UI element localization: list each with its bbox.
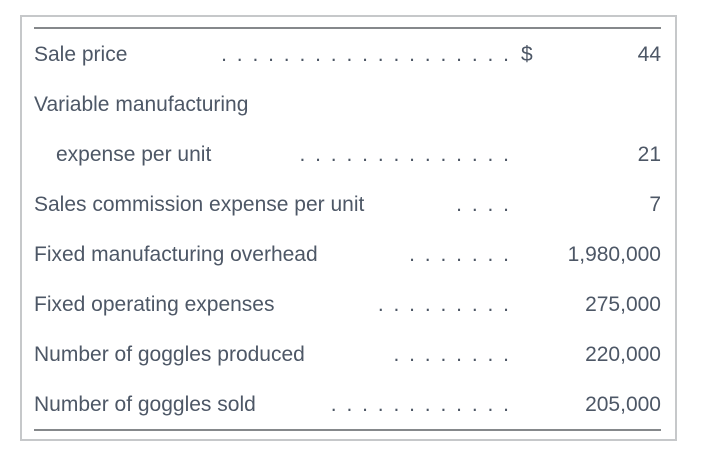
dot-leader: . . . . . . . . .	[377, 293, 511, 315]
table-row-variable-manufacturing: Variable manufacturing	[34, 79, 661, 129]
table-row-fixed-manufacturing-overhead: Fixed manufacturing overhead . . . . . .…	[34, 229, 661, 279]
dot-leader: . . . . . . . . . . . . . . . . . . .	[221, 43, 511, 65]
row-label: Fixed operating expenses	[34, 292, 275, 316]
value-cell: 1,980,000	[521, 244, 661, 265]
dot-leader: . . . . . . . . . . . . . .	[299, 143, 511, 165]
row-value: 44	[637, 42, 661, 66]
table-row-sale-price: Sale price . . . . . . . . . . . . . . .…	[34, 29, 661, 79]
table-row-fixed-operating-expenses: Fixed operating expenses . . . . . . . .…	[34, 279, 661, 329]
cost-data-table: Sale price . . . . . . . . . . . . . . .…	[20, 15, 677, 441]
dot-leader: . . . . . . .	[409, 243, 511, 265]
row-value: 1,980,000	[567, 242, 661, 266]
value-cell: 205,000	[521, 394, 661, 415]
value-cell: 220,000	[521, 344, 661, 365]
value-cell: $ 44	[521, 44, 661, 65]
table-row-goggles-produced: Number of goggles produced . . . . . . .…	[34, 329, 661, 379]
row-value: 7	[649, 192, 661, 216]
row-label: Fixed manufacturing overhead	[34, 242, 318, 266]
currency-symbol: $	[521, 42, 533, 66]
row-label: Number of goggles sold	[34, 392, 256, 416]
bottom-rule	[34, 429, 661, 431]
table-row-expense-per-unit: expense per unit . . . . . . . . . . . .…	[34, 129, 661, 179]
value-cell: 21	[521, 144, 661, 165]
top-rule	[34, 27, 661, 29]
row-label: expense per unit	[56, 142, 212, 166]
dot-leader: . . . .	[456, 193, 511, 215]
table-row-goggles-sold: Number of goggles sold . . . . . . . . .…	[34, 379, 661, 429]
row-label: Variable manufacturing	[34, 92, 249, 116]
row-value: 220,000	[585, 342, 661, 366]
dot-leader: . . . . . . . .	[393, 343, 511, 365]
table-rows: Sale price . . . . . . . . . . . . . . .…	[34, 29, 661, 429]
value-cell: 275,000	[521, 294, 661, 315]
value-cell: 7	[521, 194, 661, 215]
table-row-sales-commission: Sales commission expense per unit . . . …	[34, 179, 661, 229]
dot-leader: . . . . . . . . . . . .	[330, 393, 511, 415]
row-label: Sales commission expense per unit	[34, 192, 365, 216]
row-label: Sale price	[34, 42, 128, 66]
row-label: Number of goggles produced	[34, 342, 305, 366]
row-value: 275,000	[585, 292, 661, 316]
row-value: 205,000	[585, 392, 661, 416]
row-value: 21	[637, 142, 661, 166]
